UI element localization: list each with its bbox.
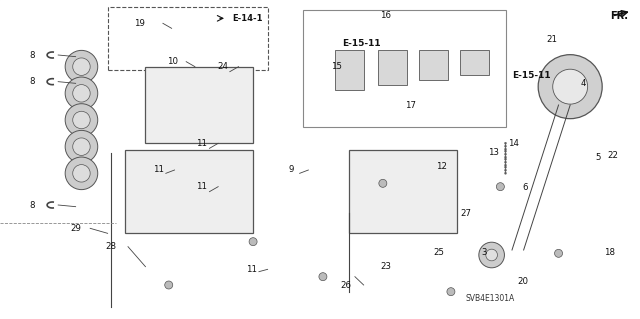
Text: E-15-11: E-15-11 (512, 70, 550, 79)
Text: 11: 11 (246, 265, 257, 274)
Circle shape (554, 249, 563, 257)
Bar (378, 50, 407, 85)
Text: 5: 5 (595, 153, 601, 162)
Text: 21: 21 (546, 35, 557, 44)
Text: 27: 27 (460, 210, 471, 219)
Bar (108, 7, 268, 70)
Circle shape (73, 111, 90, 129)
Text: 18: 18 (604, 248, 615, 257)
Text: 15: 15 (331, 62, 342, 71)
Text: 29: 29 (70, 224, 81, 233)
Bar (419, 50, 448, 80)
Circle shape (249, 238, 257, 246)
Bar (335, 50, 364, 90)
Text: 11: 11 (153, 166, 164, 174)
Circle shape (65, 77, 98, 110)
Text: 14: 14 (508, 139, 519, 149)
Text: 8: 8 (29, 77, 35, 86)
Text: 24: 24 (218, 62, 228, 71)
Text: 9: 9 (288, 166, 294, 174)
Text: 25: 25 (434, 248, 445, 257)
Text: 28: 28 (105, 242, 116, 251)
Circle shape (164, 281, 173, 289)
Text: 12: 12 (435, 162, 447, 171)
Circle shape (65, 130, 98, 163)
Text: 8: 8 (29, 50, 35, 60)
Text: 11: 11 (196, 139, 207, 148)
Circle shape (65, 104, 98, 136)
Text: 11: 11 (196, 182, 207, 191)
Text: 26: 26 (340, 280, 352, 290)
Circle shape (379, 179, 387, 187)
Text: 8: 8 (29, 201, 35, 210)
Text: 6: 6 (523, 183, 528, 192)
Text: E-14-1: E-14-1 (233, 14, 263, 23)
Bar (303, 10, 506, 127)
Circle shape (553, 69, 588, 104)
Text: 4: 4 (581, 79, 586, 88)
Text: 13: 13 (488, 148, 499, 157)
Text: 22: 22 (607, 152, 618, 160)
Text: 20: 20 (517, 277, 528, 286)
Circle shape (73, 165, 90, 182)
Circle shape (497, 183, 504, 191)
Text: FR.: FR. (610, 11, 628, 21)
Circle shape (486, 249, 497, 261)
Text: 3: 3 (481, 248, 487, 257)
Circle shape (538, 55, 602, 119)
Bar (349, 150, 457, 233)
Circle shape (73, 85, 90, 102)
Circle shape (73, 138, 90, 155)
Text: 19: 19 (134, 19, 145, 28)
Bar (145, 67, 253, 143)
Text: 17: 17 (404, 100, 416, 109)
Circle shape (479, 242, 504, 268)
Bar (460, 50, 489, 75)
Text: SVB4E1301A: SVB4E1301A (466, 294, 515, 303)
Circle shape (319, 273, 327, 281)
Text: 23: 23 (380, 262, 391, 271)
Circle shape (65, 50, 98, 83)
Text: 10: 10 (167, 57, 179, 66)
Text: 16: 16 (380, 11, 390, 20)
Circle shape (447, 288, 455, 296)
Bar (125, 150, 253, 233)
Circle shape (65, 157, 98, 189)
Circle shape (73, 58, 90, 75)
Text: E-15-11: E-15-11 (342, 39, 381, 48)
